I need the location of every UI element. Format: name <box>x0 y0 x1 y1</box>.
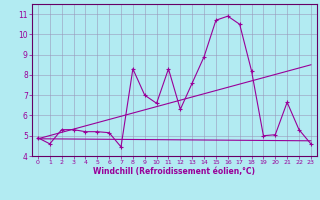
X-axis label: Windchill (Refroidissement éolien,°C): Windchill (Refroidissement éolien,°C) <box>93 167 255 176</box>
